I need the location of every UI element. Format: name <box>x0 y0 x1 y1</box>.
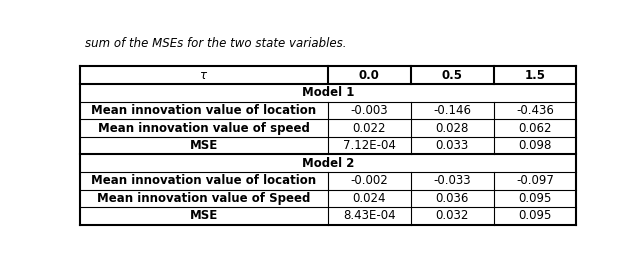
Text: Mean innovation value of Speed: Mean innovation value of Speed <box>97 192 310 205</box>
Text: Model 2: Model 2 <box>302 157 354 170</box>
Text: Mean innovation value of location: Mean innovation value of location <box>92 104 317 117</box>
Text: 0.095: 0.095 <box>518 192 552 205</box>
Text: Model 1: Model 1 <box>302 86 354 99</box>
Text: τ: τ <box>200 69 207 82</box>
Text: 0.0: 0.0 <box>359 69 380 82</box>
Text: -0.003: -0.003 <box>351 104 388 117</box>
Text: 0.024: 0.024 <box>353 192 386 205</box>
Text: -0.002: -0.002 <box>351 174 388 187</box>
Text: 0.036: 0.036 <box>436 192 469 205</box>
Text: -0.436: -0.436 <box>516 104 554 117</box>
Text: -0.097: -0.097 <box>516 174 554 187</box>
Text: MSE: MSE <box>190 139 218 152</box>
Text: 0.095: 0.095 <box>518 209 552 223</box>
Text: 7.12E-04: 7.12E-04 <box>343 139 396 152</box>
Text: 0.098: 0.098 <box>518 139 552 152</box>
Text: 0.062: 0.062 <box>518 122 552 134</box>
Text: MSE: MSE <box>190 209 218 223</box>
Text: 0.5: 0.5 <box>442 69 463 82</box>
Text: 0.033: 0.033 <box>436 139 469 152</box>
Text: -0.146: -0.146 <box>433 104 471 117</box>
Text: 0.028: 0.028 <box>436 122 469 134</box>
Text: Mean innovation value of speed: Mean innovation value of speed <box>98 122 310 134</box>
Text: 0.032: 0.032 <box>436 209 469 223</box>
Text: 8.43E-04: 8.43E-04 <box>343 209 396 223</box>
Text: -0.033: -0.033 <box>433 174 471 187</box>
Text: Mean innovation value of location: Mean innovation value of location <box>92 174 317 187</box>
Text: sum of the MSEs for the two state variables.: sum of the MSEs for the two state variab… <box>85 37 346 50</box>
Text: 1.5: 1.5 <box>524 69 545 82</box>
Text: 0.022: 0.022 <box>353 122 386 134</box>
